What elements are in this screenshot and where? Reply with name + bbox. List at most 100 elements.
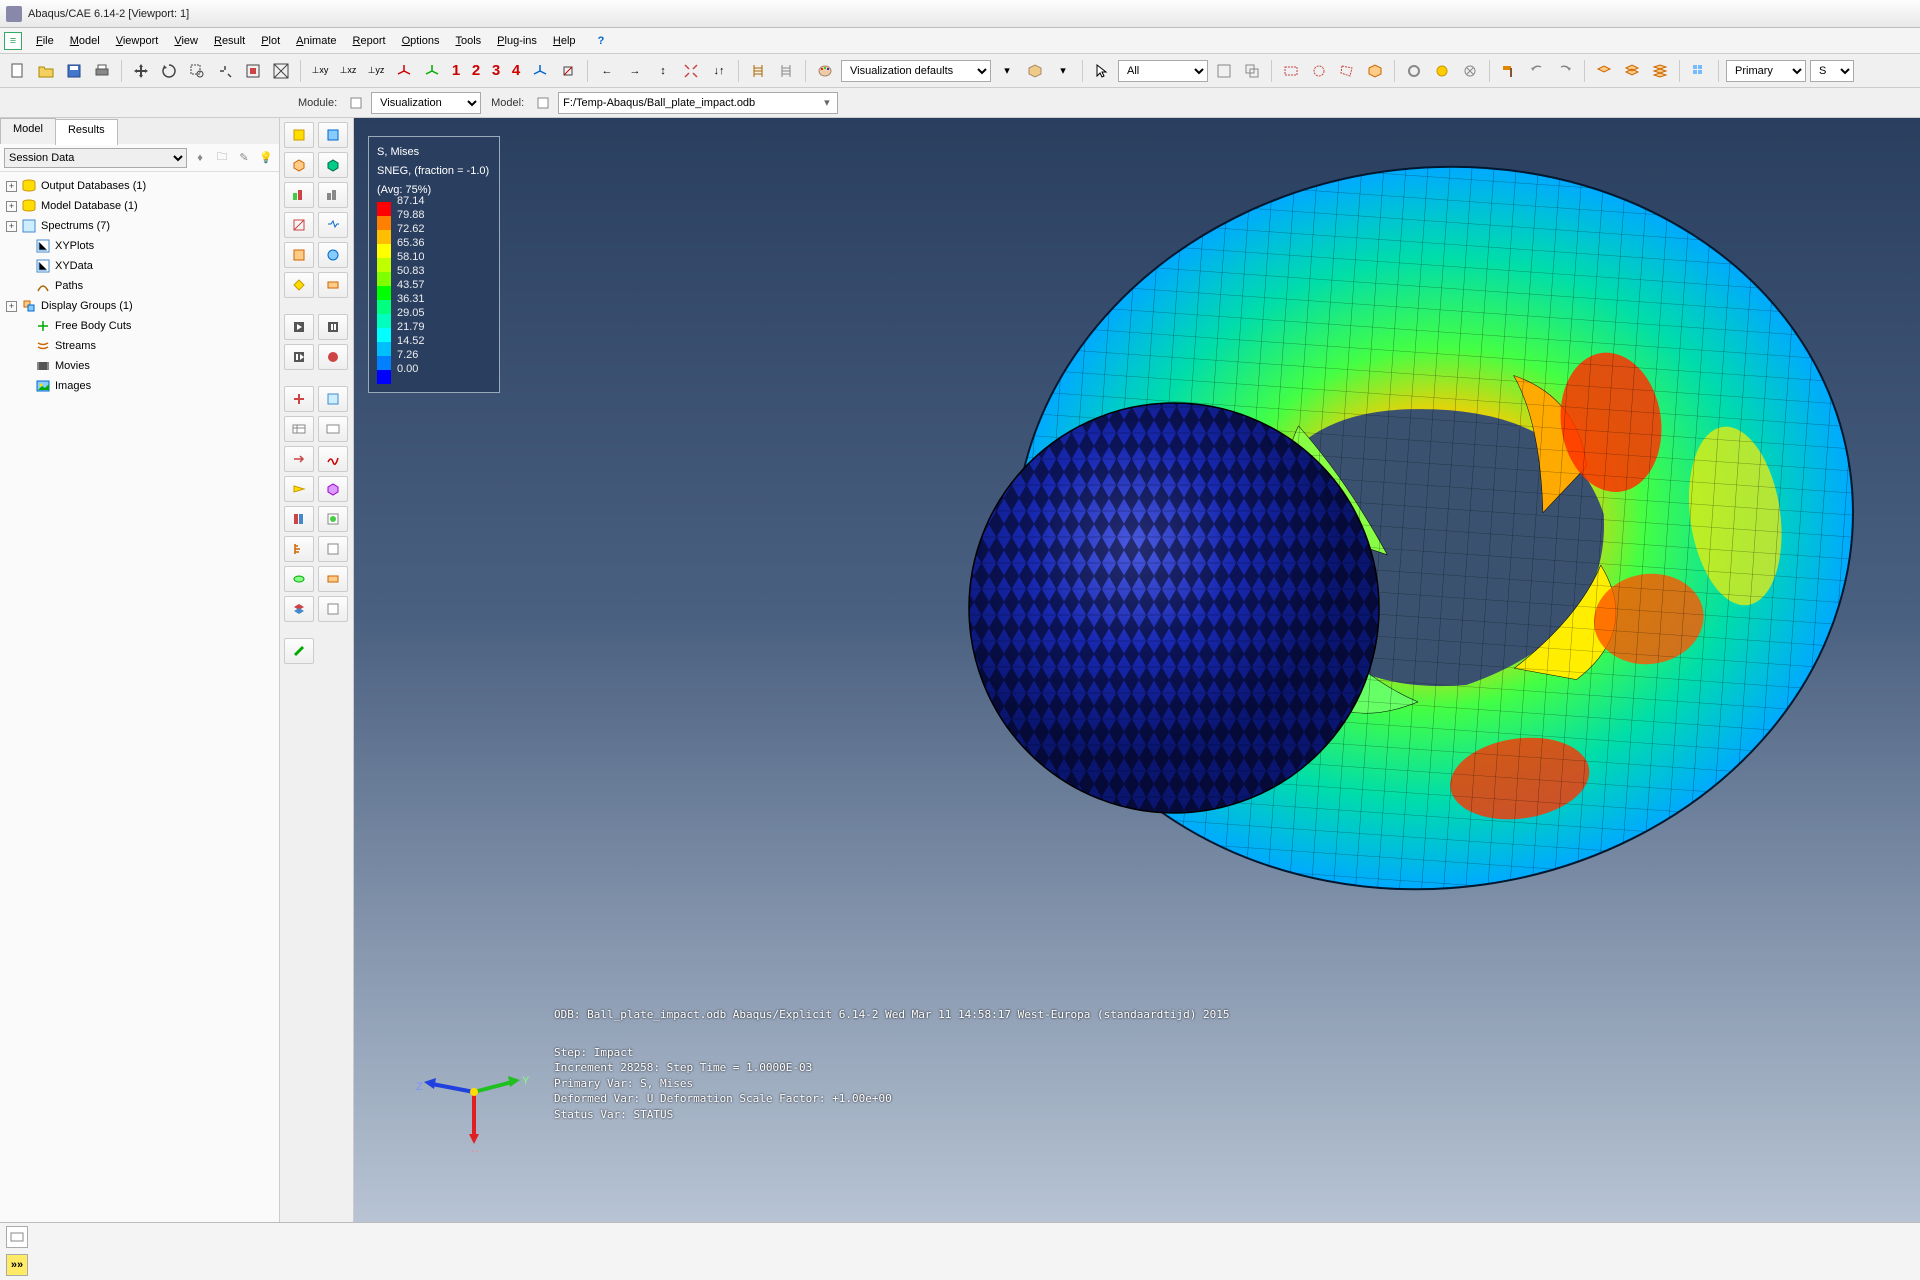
bulb-icon[interactable]: 💡 <box>257 149 275 167</box>
layer-1-icon[interactable] <box>1592 59 1616 83</box>
toolbox-tool[interactable] <box>284 212 314 238</box>
view-yz-icon[interactable]: ⊥yz <box>364 59 388 83</box>
viewport[interactable]: S, Mises SNEG, (fraction = -1.0) (Avg: 7… <box>354 118 1920 1222</box>
sel-boxes-icon[interactable] <box>1240 59 1264 83</box>
menu-viewport[interactable]: Viewport <box>108 31 167 51</box>
toolbox-tool[interactable] <box>318 182 348 208</box>
toolbox-tool[interactable] <box>284 152 314 178</box>
tree-node[interactable]: Streams <box>2 336 277 356</box>
cursor-icon[interactable] <box>1090 59 1114 83</box>
toolbox-tool[interactable] <box>284 566 314 592</box>
triad-3-icon[interactable] <box>528 59 552 83</box>
ladder-2-icon[interactable] <box>774 59 798 83</box>
save-icon[interactable] <box>62 59 86 83</box>
toolbox-tool[interactable] <box>318 506 348 532</box>
toolbox-tool[interactable] <box>318 314 348 340</box>
menu-report[interactable]: Report <box>345 31 394 51</box>
dropdown-1-icon[interactable]: ▾ <box>995 59 1019 83</box>
variable-type-select[interactable]: Primary <box>1726 60 1806 82</box>
selection-select[interactable]: All <box>1118 60 1208 82</box>
view-xz-icon[interactable]: ⊥xz <box>336 59 360 83</box>
toolbox-tool[interactable] <box>284 476 314 502</box>
cycle-icon[interactable] <box>556 59 580 83</box>
toolbox-tool[interactable] <box>318 446 348 472</box>
folder-icon[interactable]: 🗀 <box>213 149 231 167</box>
model-path-input[interactable] <box>558 92 838 114</box>
menu-help[interactable]: Help <box>545 31 584 51</box>
variable-select[interactable]: S <box>1810 60 1854 82</box>
menu-model[interactable]: Model <box>62 31 108 51</box>
toolbox-tool[interactable] <box>284 182 314 208</box>
tree-node[interactable]: Free Body Cuts <box>2 316 277 336</box>
toolbox-tool[interactable] <box>284 344 314 370</box>
tree-node[interactable]: +Output Databases (1) <box>2 176 277 196</box>
toolbox-tool[interactable] <box>284 416 314 442</box>
toolbox-tool[interactable] <box>284 596 314 622</box>
rotate-icon[interactable] <box>157 59 181 83</box>
menu-options[interactable]: Options <box>394 31 448 51</box>
toolbox-tool[interactable] <box>284 446 314 472</box>
tab-results[interactable]: Results <box>55 119 118 145</box>
triad-2-icon[interactable] <box>420 59 444 83</box>
module-select[interactable]: Visualization <box>371 92 481 114</box>
print-icon[interactable] <box>90 59 114 83</box>
tree-node[interactable]: +Spectrums (7) <box>2 216 277 236</box>
toolbox-tool[interactable] <box>284 386 314 412</box>
expand-icon[interactable] <box>679 59 703 83</box>
menu-tools[interactable]: Tools <box>447 31 489 51</box>
sel-rect-icon[interactable] <box>1279 59 1303 83</box>
toolbox-tool[interactable] <box>284 314 314 340</box>
view-4-button[interactable]: 4 <box>508 62 524 79</box>
toolbox-tool[interactable] <box>318 536 348 562</box>
pan-icon[interactable] <box>129 59 153 83</box>
toolbox-tool[interactable] <box>318 212 348 238</box>
toolbox-tool[interactable] <box>318 122 348 148</box>
filter-icon[interactable]: ♦ <box>191 149 209 167</box>
message-icon[interactable] <box>6 1226 28 1248</box>
circle-cross-icon[interactable] <box>1458 59 1482 83</box>
toolbox-tool[interactable] <box>318 476 348 502</box>
arrow-updown-icon[interactable]: ↕ <box>651 59 675 83</box>
layer-2-icon[interactable] <box>1620 59 1644 83</box>
sel-circle-icon[interactable] <box>1307 59 1331 83</box>
toolbox-tool[interactable] <box>318 386 348 412</box>
menu-plug-ins[interactable]: Plug-ins <box>489 31 545 51</box>
tree-node[interactable]: XYPlots <box>2 236 277 256</box>
render-style-select[interactable]: Visualization defaults <box>841 60 991 82</box>
box-icon[interactable] <box>1023 59 1047 83</box>
toolbox-tool[interactable] <box>284 122 314 148</box>
tree-node[interactable]: XYData <box>2 256 277 276</box>
toolbox-tool[interactable] <box>318 566 348 592</box>
arrow-left-icon[interactable]: ← <box>595 59 619 83</box>
toolbox-tool[interactable] <box>318 272 348 298</box>
session-select[interactable]: Session Data <box>4 148 187 168</box>
zoom-box-icon[interactable] <box>185 59 209 83</box>
view-xy-icon[interactable]: ⊥xy <box>308 59 332 83</box>
autozoom-icon[interactable] <box>269 59 293 83</box>
toolbox-tool[interactable] <box>284 506 314 532</box>
sort-icon[interactable]: ↓↑ <box>707 59 731 83</box>
menu-file[interactable]: File <box>28 31 62 51</box>
model-icon[interactable] <box>534 94 552 112</box>
arrow-right-icon[interactable]: → <box>623 59 647 83</box>
view-2-button[interactable]: 2 <box>468 62 484 79</box>
circle-f-icon[interactable] <box>1430 59 1454 83</box>
toolbox-tool[interactable] <box>318 344 348 370</box>
circle-o-icon[interactable] <box>1402 59 1426 83</box>
grid-icon[interactable] <box>1687 59 1711 83</box>
redo-curve-icon[interactable] <box>1553 59 1577 83</box>
ladder-1-icon[interactable] <box>746 59 770 83</box>
view-3-button[interactable]: 3 <box>488 62 504 79</box>
new-icon[interactable] <box>6 59 30 83</box>
undo-curve-icon[interactable] <box>1525 59 1549 83</box>
toolbox-tool[interactable] <box>318 242 348 268</box>
menu-view[interactable]: View <box>166 31 206 51</box>
cli-prompt-icon[interactable]: »» <box>6 1254 28 1276</box>
layer-3-icon[interactable] <box>1648 59 1672 83</box>
tab-model[interactable]: Model <box>0 118 56 144</box>
palette-icon[interactable] <box>813 59 837 83</box>
fit-icon[interactable] <box>241 59 265 83</box>
menu-plot[interactable]: Plot <box>253 31 288 51</box>
zoom-inout-icon[interactable] <box>213 59 237 83</box>
toolbox-tool[interactable] <box>318 416 348 442</box>
